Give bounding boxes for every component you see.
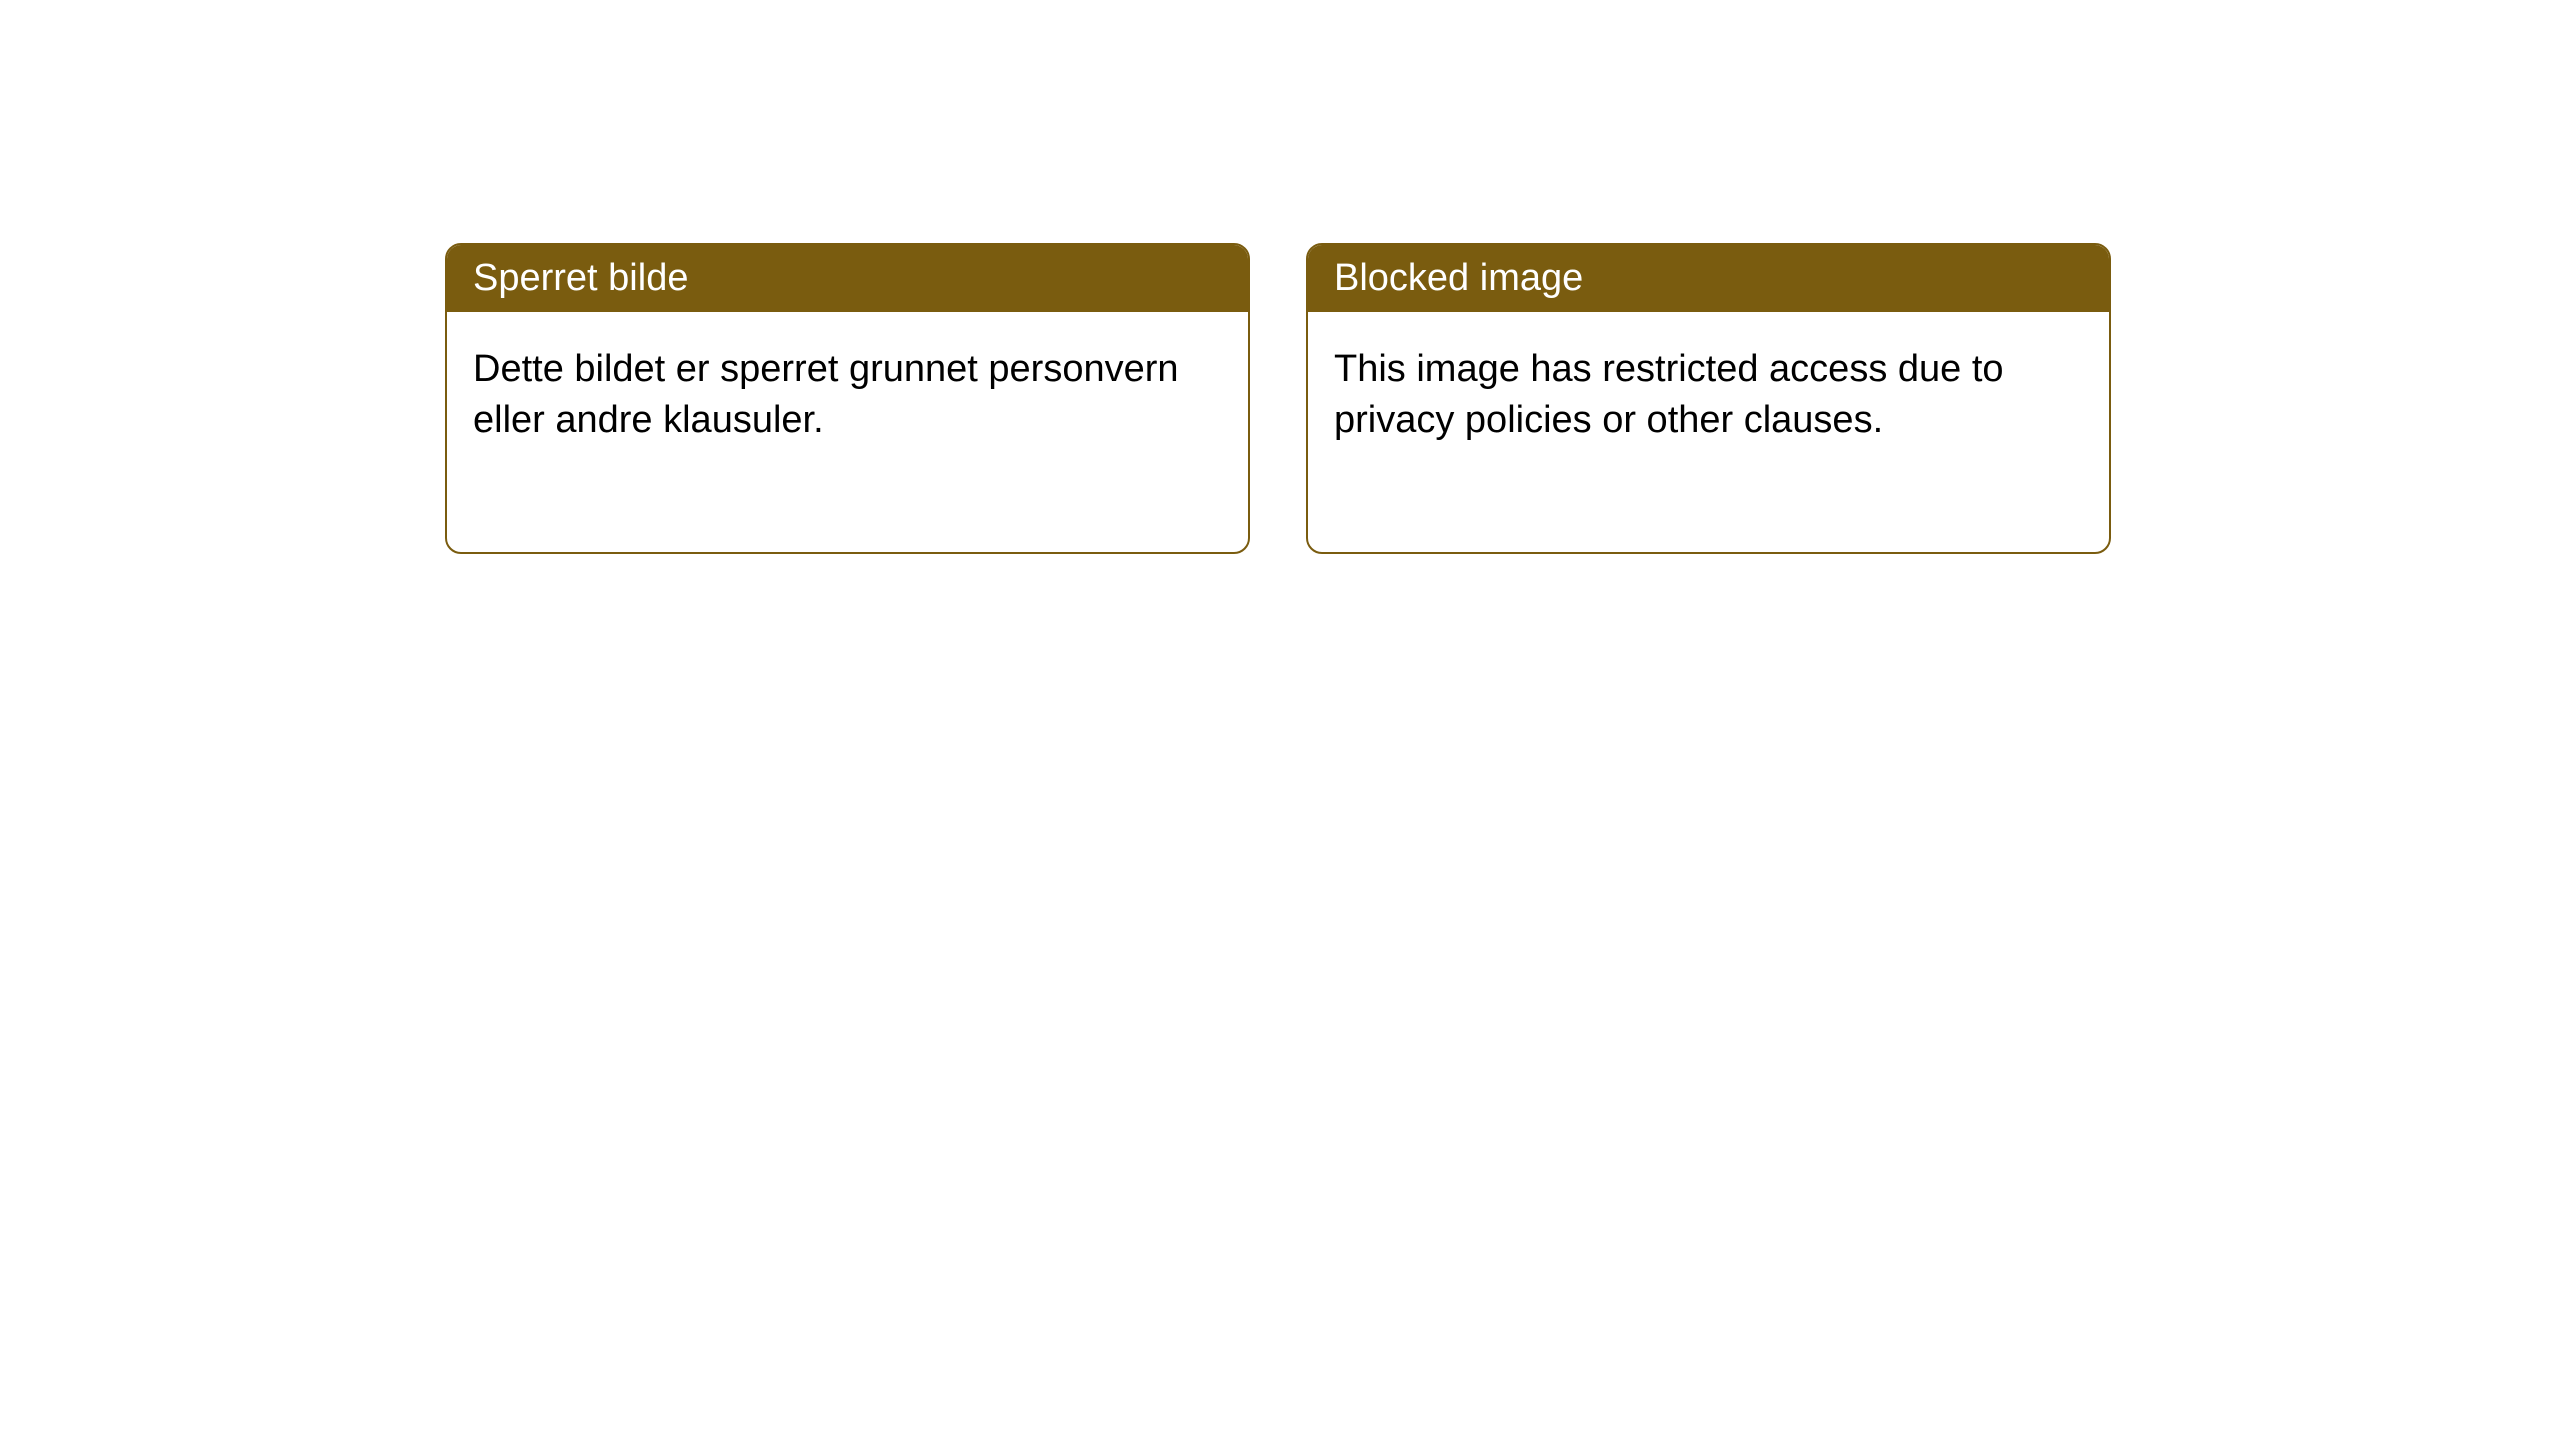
notice-card-english: Blocked image This image has restricted … <box>1306 243 2111 554</box>
notice-header: Blocked image <box>1308 245 2109 312</box>
notice-title: Blocked image <box>1334 257 1583 299</box>
notice-message: This image has restricted access due to … <box>1334 348 2004 441</box>
notice-title: Sperret bilde <box>473 257 688 299</box>
notice-body: Dette bildet er sperret grunnet personve… <box>447 312 1248 552</box>
notice-container: Sperret bilde Dette bildet er sperret gr… <box>445 243 2111 554</box>
notice-message: Dette bildet er sperret grunnet personve… <box>473 348 1179 441</box>
notice-header: Sperret bilde <box>447 245 1248 312</box>
notice-body: This image has restricted access due to … <box>1308 312 2109 552</box>
notice-card-norwegian: Sperret bilde Dette bildet er sperret gr… <box>445 243 1250 554</box>
